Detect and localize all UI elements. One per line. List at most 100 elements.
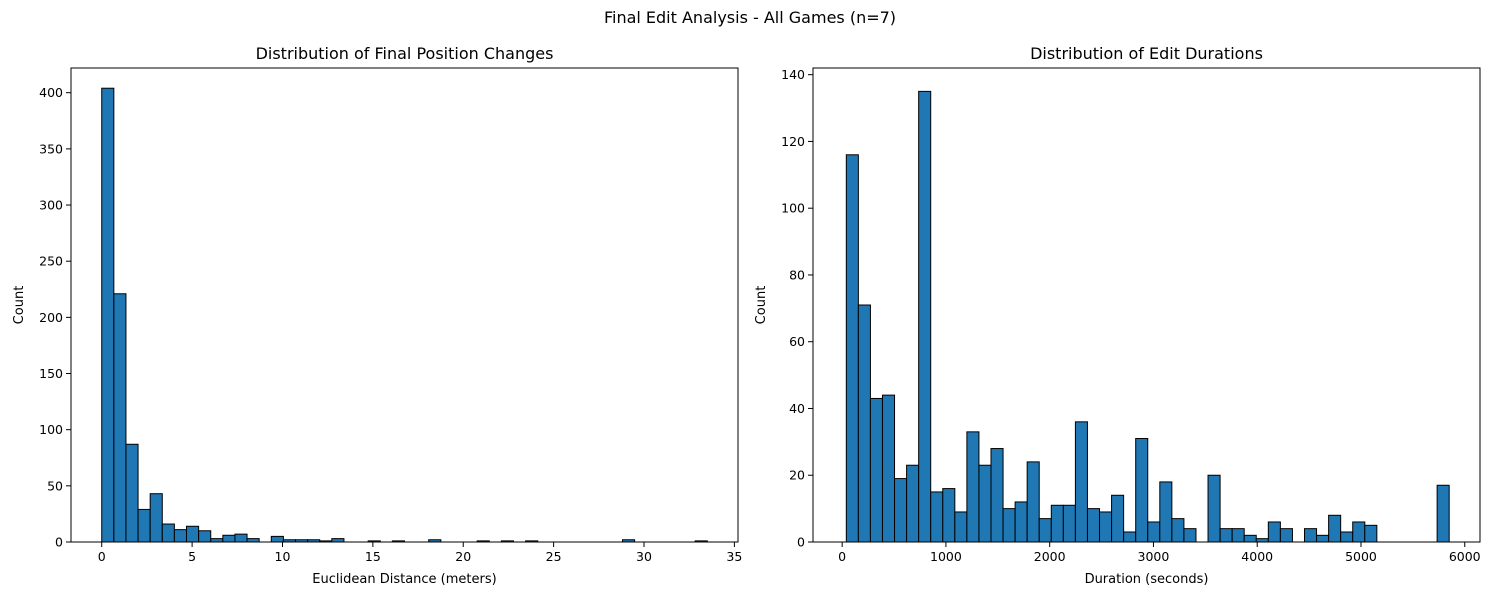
histogram-bar <box>1364 524 1378 543</box>
x-tick-label: 0 <box>838 549 846 564</box>
x-tick-label: 15 <box>365 549 381 564</box>
histogram-bar <box>1171 518 1185 543</box>
histogram-bar <box>1255 538 1269 543</box>
histogram-bar <box>186 525 200 543</box>
y-axis-label: Count <box>754 286 769 325</box>
y-tick-label: 150 <box>39 366 63 381</box>
histogram-bar <box>894 478 908 543</box>
histogram-bar <box>101 87 115 543</box>
histogram-bar <box>1352 521 1366 543</box>
histogram-bar <box>113 293 127 543</box>
histogram-bar <box>1219 528 1233 543</box>
histogram-bar <box>881 394 896 543</box>
histogram-bar <box>1111 494 1125 543</box>
y-tick-label: 250 <box>39 254 63 269</box>
histogram-bar <box>1207 474 1221 543</box>
histogram-bar <box>1183 528 1197 543</box>
x-tick-label: 2000 <box>1034 549 1066 564</box>
figure-suptitle: Final Edit Analysis - All Games (n=7) <box>603 8 897 27</box>
histogram-bar <box>125 443 139 543</box>
y-tick-label: 100 <box>39 422 63 437</box>
histogram-bar <box>857 304 871 543</box>
histogram-bar <box>1316 534 1330 543</box>
x-tick-label: 1000 <box>930 549 962 564</box>
histogram-bar <box>234 533 248 543</box>
x-tick-label: 0 <box>98 549 106 564</box>
histogram-bar <box>331 538 345 543</box>
x-tick-label: 5 <box>188 549 196 564</box>
histogram-bar <box>942 488 956 543</box>
y-tick-label: 140 <box>781 67 805 82</box>
y-tick-label: 60 <box>789 334 805 349</box>
histogram-bar <box>1159 481 1173 543</box>
histogram-bar <box>906 464 920 543</box>
axes-frame <box>812 67 1481 543</box>
histogram-bar <box>222 534 236 543</box>
y-tick-label: 120 <box>781 134 805 149</box>
axes-frame <box>70 67 739 543</box>
y-axis-label: Count <box>12 286 27 325</box>
histogram-bar <box>869 397 883 543</box>
histogram-bar <box>1026 461 1040 543</box>
histogram-bar <box>990 448 1004 543</box>
histogram-bar <box>1267 521 1281 543</box>
y-tick-label: 50 <box>47 478 63 493</box>
y-tick-label: 20 <box>789 468 805 483</box>
y-tick-label: 300 <box>39 198 63 213</box>
histogram-bar <box>149 493 163 543</box>
histogram-bar <box>1243 534 1257 543</box>
histogram-bar <box>1074 421 1088 543</box>
chart-panel-duration: 0 1000 2000 3000 4000 5000 6000 0 20 40 60 80 100 120… <box>754 44 1481 587</box>
histogram-bar <box>1002 508 1016 543</box>
x-axis-label: Euclidean Distance (meters) <box>312 572 496 587</box>
x-tick-label: 4000 <box>1241 549 1273 564</box>
histogram-bar <box>1086 508 1101 543</box>
x-tick-label: 5000 <box>1345 549 1377 564</box>
histogram-bar <box>954 511 968 543</box>
histogram-bar <box>198 530 212 543</box>
histogram-bar <box>270 535 284 543</box>
histogram-bar <box>930 491 944 543</box>
y-tick-label: 80 <box>789 267 805 282</box>
plot-title: Distribution of Edit Durations <box>1030 44 1263 63</box>
histogram-bar <box>161 523 175 543</box>
x-tick-label: 20 <box>455 549 471 564</box>
x-tick-label: 6000 <box>1449 549 1481 564</box>
chart-panel-position: 0 5 10 15 20 25 30 35050100150200250300350400Di… <box>12 44 742 587</box>
y-tick-label: 350 <box>39 141 63 156</box>
histogram-bar <box>1328 514 1342 543</box>
histogram-bar <box>173 529 187 543</box>
histogram-bar <box>1123 531 1137 543</box>
x-axis-label: Duration (seconds) <box>1085 572 1209 587</box>
histogram-bar <box>1062 504 1076 543</box>
histogram-bar <box>1303 528 1318 543</box>
histogram-bar <box>246 538 260 543</box>
histogram-bar <box>210 538 224 543</box>
histogram-bar <box>1038 518 1052 543</box>
y-tick-label: 200 <box>39 310 63 325</box>
histogram-bar <box>1231 528 1245 543</box>
histogram-bar <box>1099 511 1113 543</box>
histogram-bar <box>137 508 151 543</box>
histogram-bar <box>1340 531 1354 543</box>
histogram-bar <box>1050 504 1064 543</box>
histogram-bar <box>978 464 992 543</box>
histogram-bar <box>1436 484 1450 543</box>
y-tick-label: 0 <box>55 535 63 550</box>
histogram-bar <box>966 431 980 543</box>
histogram-bar <box>918 90 932 543</box>
y-tick-label: 0 <box>797 535 805 550</box>
x-tick-label: 30 <box>636 549 652 564</box>
y-tick-label: 40 <box>789 401 805 416</box>
histogram-bar <box>845 154 859 543</box>
histogram-bar <box>1014 501 1028 543</box>
y-tick-label: 400 <box>39 85 63 100</box>
histogram-bar <box>1135 438 1149 543</box>
x-tick-label: 3000 <box>1138 549 1170 564</box>
x-tick-label: 35 <box>726 549 742 564</box>
x-tick-label: 25 <box>546 549 562 564</box>
y-tick-label: 100 <box>781 201 805 216</box>
histogram-bar <box>1279 528 1293 543</box>
